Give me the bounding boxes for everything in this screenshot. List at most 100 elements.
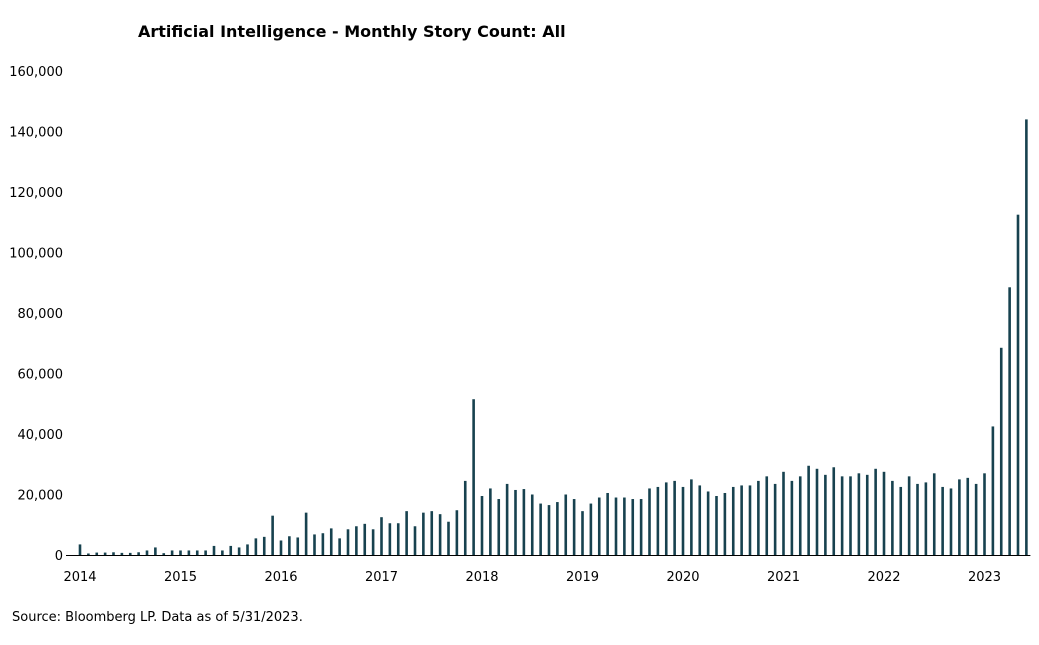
x-tick-label: 2014 [63, 570, 96, 585]
bar [706, 491, 710, 555]
bar [237, 547, 241, 555]
bar [815, 468, 819, 555]
bar [597, 497, 601, 555]
bar [246, 544, 249, 555]
bar [304, 512, 308, 555]
bar [95, 552, 99, 555]
bar [530, 494, 534, 555]
bar [1025, 119, 1028, 556]
bar [648, 488, 651, 555]
bar [78, 544, 82, 555]
bar [170, 550, 174, 555]
bar [623, 497, 626, 555]
x-axis-labels: 2014 2015 2016 2017 2018 2019 2020 2021 2022 2023 [63, 570, 1001, 585]
bar [974, 483, 978, 555]
bar [463, 480, 467, 555]
bar [179, 550, 182, 555]
y-tick-label: 40,000 [18, 428, 64, 443]
x-tick-label: 2017 [365, 570, 398, 585]
bar [321, 533, 325, 555]
bar [145, 550, 149, 555]
bar [539, 503, 542, 555]
y-tick-label: 100,000 [9, 247, 63, 262]
bar [522, 489, 526, 555]
bar [371, 529, 375, 555]
bar [932, 473, 936, 555]
bar [690, 479, 693, 556]
bar [137, 552, 140, 555]
bar [715, 496, 718, 555]
bar [489, 488, 492, 555]
bar [882, 471, 886, 555]
x-tick-label: 2021 [767, 570, 800, 585]
bar [154, 547, 157, 555]
y-tick-label: 140,000 [9, 126, 63, 141]
y-tick-label: 20,000 [18, 489, 64, 504]
bar [271, 515, 274, 555]
bar [396, 523, 400, 555]
bar [556, 502, 559, 555]
bar [916, 483, 919, 555]
bar [924, 482, 928, 555]
bar [656, 486, 660, 555]
bar [681, 486, 685, 555]
bar [346, 529, 350, 555]
bar [748, 485, 752, 555]
bar [572, 499, 576, 555]
y-tick-label: 120,000 [9, 186, 63, 201]
bar [505, 483, 509, 555]
bar [698, 485, 702, 555]
x-tick-label: 2019 [566, 570, 599, 585]
bar [388, 523, 392, 555]
bar [614, 497, 618, 555]
bar [405, 511, 408, 555]
bar [857, 473, 861, 555]
bar [958, 479, 961, 556]
bar [865, 474, 869, 555]
bar [832, 467, 836, 555]
bar [262, 536, 266, 555]
bar [221, 550, 224, 555]
x-tick-label: 2018 [465, 570, 498, 585]
bar [380, 517, 383, 555]
bar [949, 488, 953, 555]
bar [103, 552, 107, 555]
bar [790, 480, 794, 555]
bar [606, 492, 609, 555]
bar [195, 550, 199, 555]
bar [279, 540, 283, 555]
bar [1008, 287, 1011, 555]
bar [849, 476, 852, 555]
bar [798, 476, 802, 555]
bar [891, 480, 894, 555]
bar [631, 499, 635, 555]
bar [229, 545, 233, 555]
bar [991, 426, 995, 555]
bar [1016, 214, 1020, 555]
x-tick-label: 2023 [968, 570, 1001, 585]
bar [472, 399, 475, 555]
bar [455, 510, 459, 555]
bar [966, 477, 970, 555]
bar [254, 538, 258, 555]
bar [422, 512, 425, 555]
bar [564, 494, 568, 555]
bar [874, 468, 877, 555]
bar [497, 499, 501, 555]
bar [447, 521, 450, 555]
x-tick-label: 2022 [867, 570, 900, 585]
bar [313, 534, 316, 555]
y-tick-label: 160,000 [9, 65, 63, 80]
x-tick-label: 2020 [666, 570, 699, 585]
bar [438, 514, 442, 555]
bar [112, 552, 115, 555]
bar [731, 486, 735, 555]
y-tick-label: 60,000 [18, 368, 64, 383]
bar [723, 492, 727, 555]
x-tick-label: 2016 [264, 570, 297, 585]
bar [329, 528, 333, 555]
bar [187, 550, 191, 555]
bar [480, 496, 484, 555]
bar [363, 523, 367, 555]
